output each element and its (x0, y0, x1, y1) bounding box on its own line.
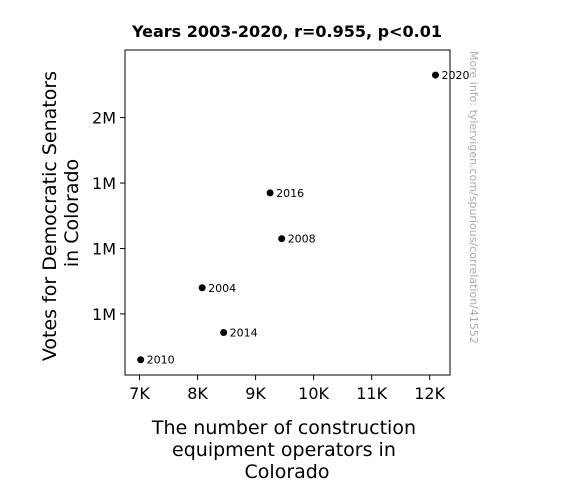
data-point-label: 2008 (288, 233, 316, 246)
x-tick-label: 7K (129, 384, 150, 403)
x-tick-label: 12K (414, 384, 445, 403)
data-point-label: 2020 (441, 69, 469, 82)
data-point (137, 356, 145, 364)
x-axis: 7K 8K 9K 10K 11K 12K (129, 375, 446, 403)
y-tick-label: 1M (92, 174, 116, 193)
data-points: 2010 2004 2014 2016 2008 2020 (137, 69, 469, 367)
x-axis-label: The number of construction equipment ope… (151, 417, 422, 483)
y-axis-label-line-1: Votes for Democratic Senators (39, 71, 61, 361)
y-tick-label: 1M (92, 239, 116, 258)
plot-area (124, 49, 451, 376)
data-point (198, 284, 206, 292)
data-point-label: 2010 (147, 354, 175, 367)
y-axis-label: Votes for Democratic Senators in Colorad… (39, 65, 83, 361)
data-point-label: 2016 (276, 187, 304, 200)
x-axis-label-line-3: Colorado (245, 461, 330, 483)
data-point (266, 189, 274, 197)
data-point (220, 328, 228, 336)
y-axis: 1M 1M 1M 2M (92, 109, 125, 324)
x-axis-label-line-2: equipment operators in (172, 439, 396, 461)
x-tick-label: 10K (298, 384, 329, 403)
data-point (278, 235, 286, 243)
watermark: More info: tylervigen.com/spurious/corre… (467, 51, 480, 344)
x-tick-label: 9K (245, 384, 266, 403)
data-point-label: 2004 (208, 282, 236, 295)
x-axis-label-line-1: The number of construction (151, 417, 416, 439)
data-point (431, 71, 439, 79)
y-tick-label: 2M (92, 109, 116, 128)
data-point-label: 2014 (230, 326, 258, 339)
x-tick-label: 11K (356, 384, 387, 403)
y-axis-label-line-2: in Colorado (61, 159, 83, 267)
chart-title: Years 2003-2020, r=0.955, p<0.01 (131, 22, 442, 41)
y-tick-label: 1M (92, 305, 116, 324)
x-tick-label: 8K (187, 384, 208, 403)
